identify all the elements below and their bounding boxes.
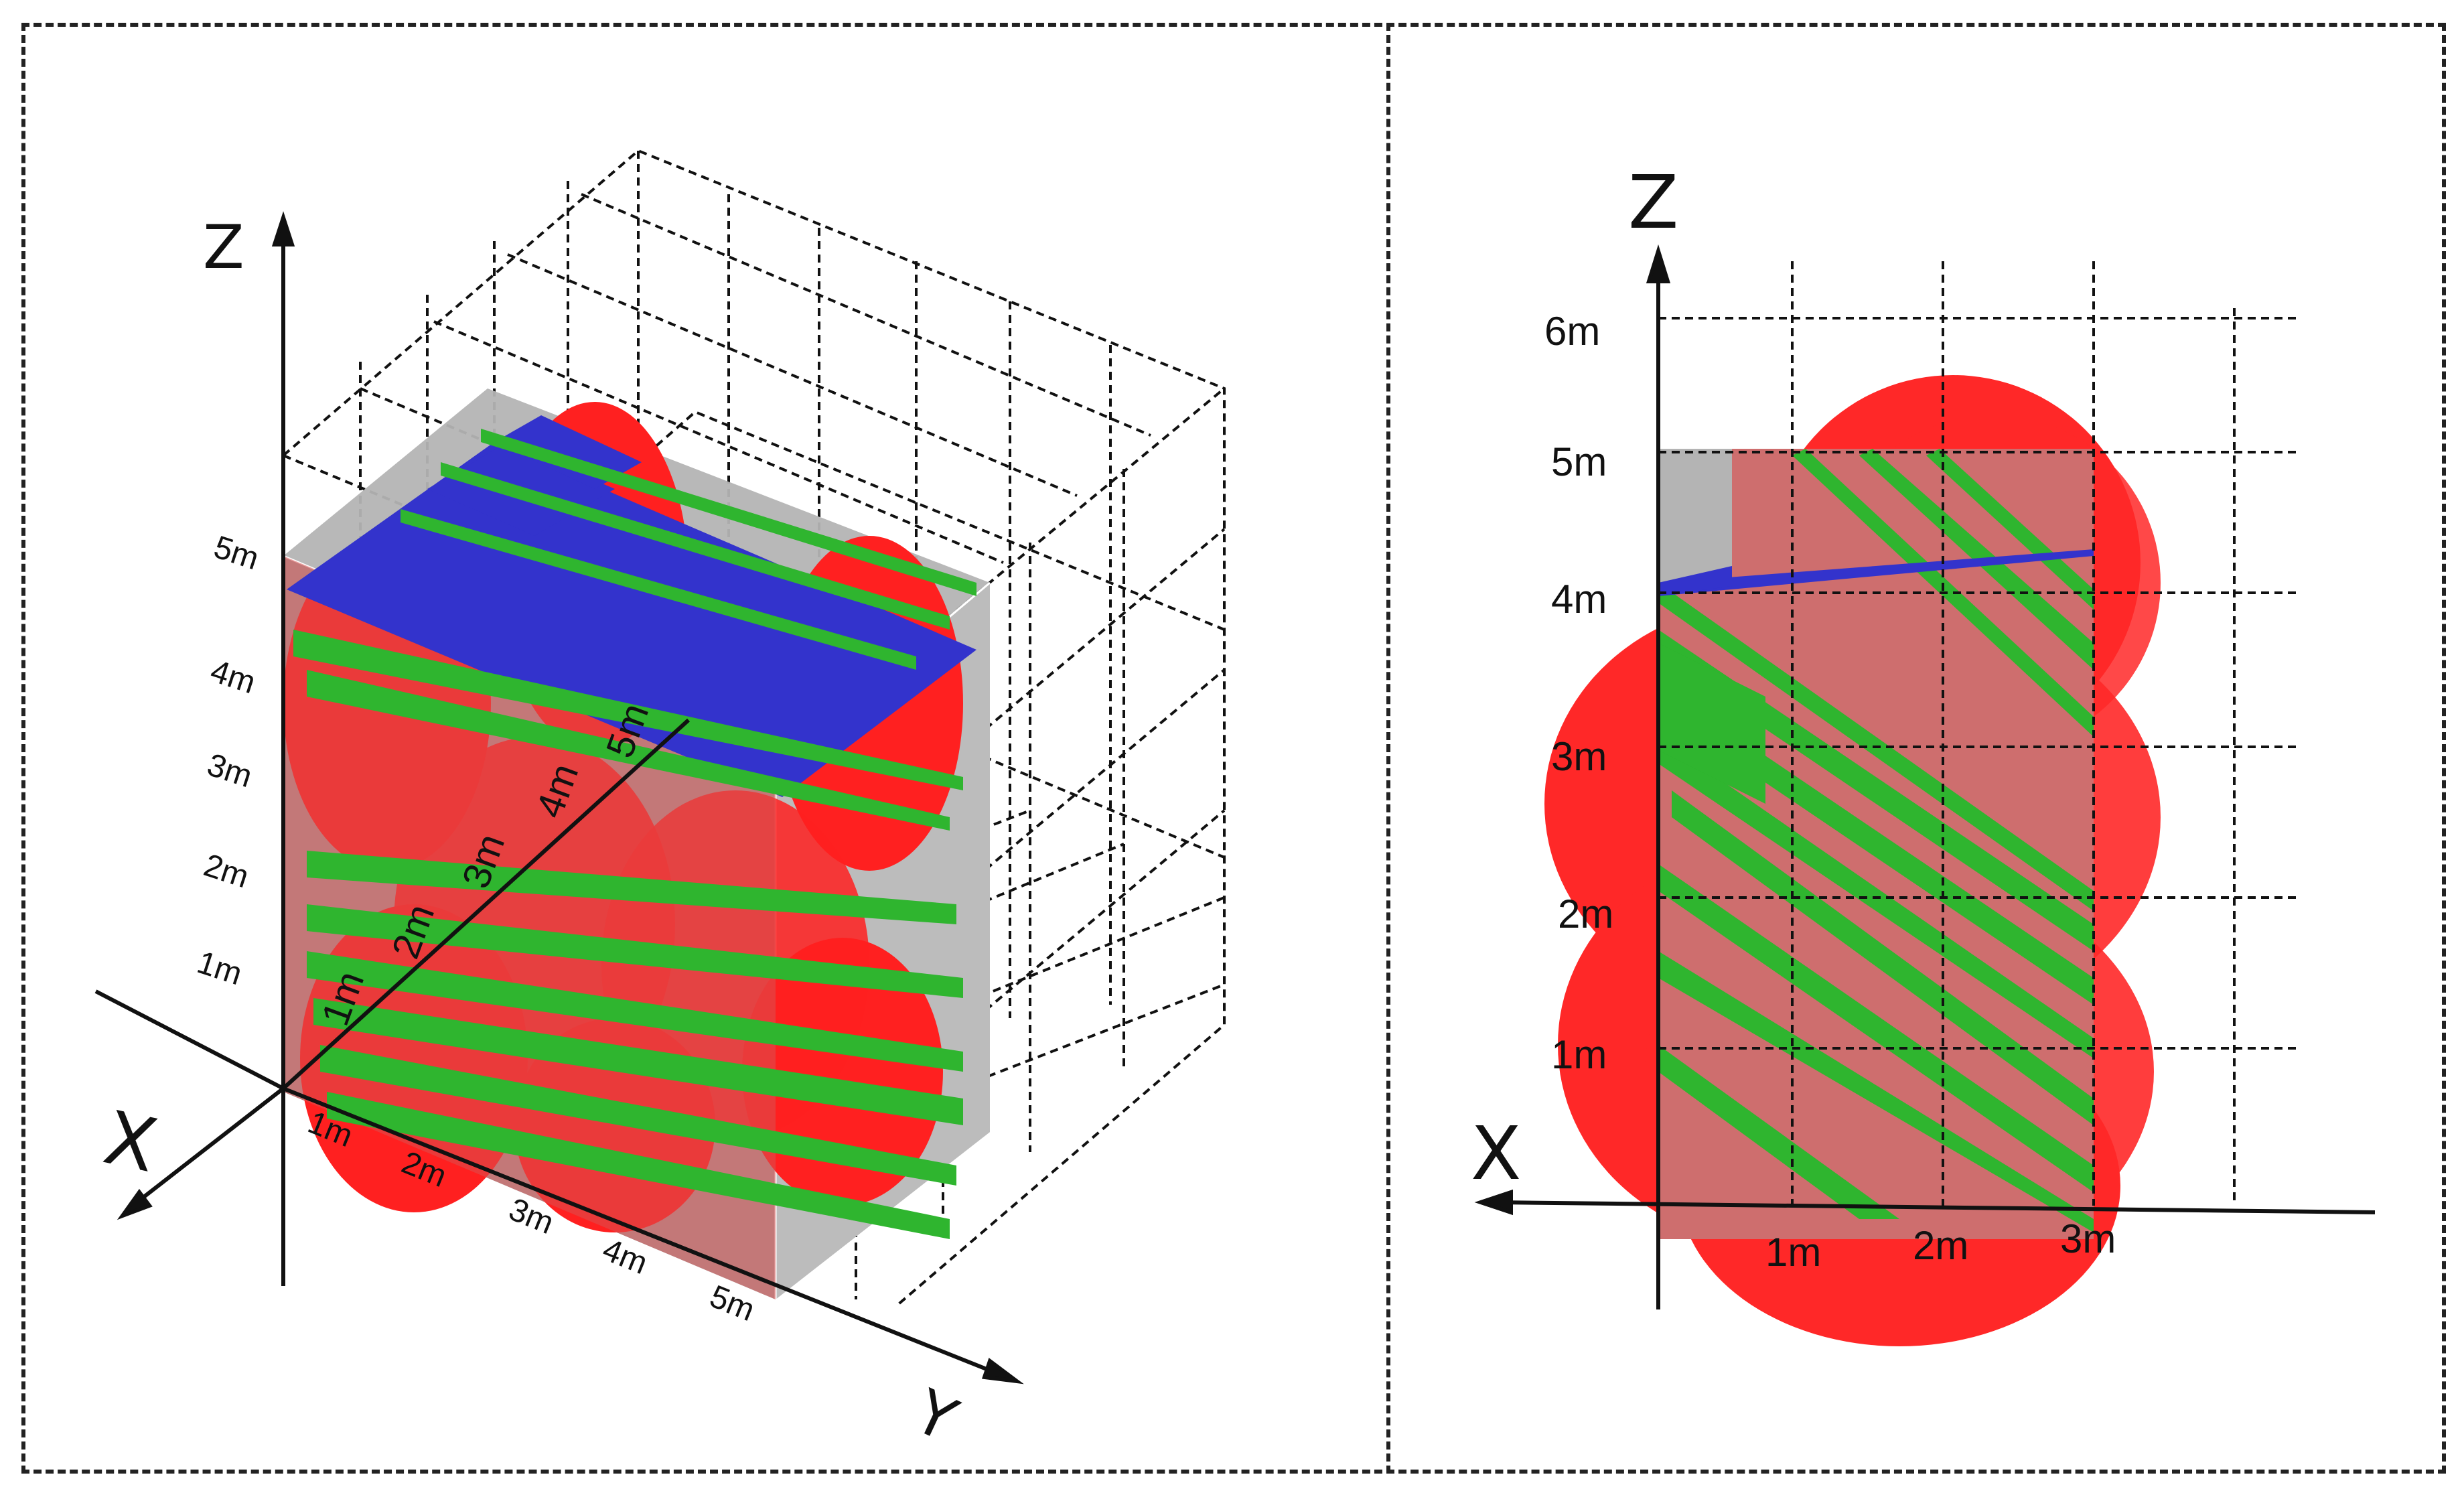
x-tick: 3m	[2060, 1216, 2116, 1261]
z-ticks: 1m 2m 3m 4m 5m	[193, 529, 263, 992]
x-axis-label: X	[97, 1094, 164, 1189]
z-ticks-xz: 1m 2m 3m 4m 5m 6m	[1544, 309, 1613, 1077]
x-tick: 1m	[1765, 1230, 1821, 1275]
z-tick: 2m	[200, 847, 253, 895]
x-ticks-xz: 1m 2m 3m	[1765, 1216, 2116, 1275]
xz-projection-panel: Z X 1m 2m 3m 4m 5m 6m 1m 2m 3m	[1386, 23, 2446, 1474]
x-axis-label-xz: X	[1471, 1111, 1521, 1196]
z-axis-label-xz: Z	[1628, 159, 1678, 245]
green-planes	[293, 429, 976, 1239]
z-tick: 6m	[1544, 309, 1600, 354]
isometric-view-panel: Z Y X 1m 2m 3m 4m 5m 1m 2m 3m 4m 5m 1m 2…	[21, 23, 1394, 1474]
box-xz-corner	[1658, 449, 1732, 583]
x-tick: 2m	[1913, 1223, 1968, 1268]
xz-scene: Z X 1m 2m 3m 4m 5m 6m 1m 2m 3m	[1471, 159, 2376, 1346]
axes-xz	[1474, 244, 2376, 1309]
z-tick: 1m	[1551, 1032, 1607, 1077]
blue-plane-xz-end	[1658, 566, 1732, 596]
z-tick: 3m	[1551, 734, 1607, 779]
z-tick: 5m	[210, 529, 263, 577]
z-tick: 4m	[206, 653, 260, 701]
z-tick: 3m	[203, 747, 257, 794]
z-tick: 4m	[1551, 577, 1607, 622]
y-axis-label: Y	[903, 1376, 968, 1456]
z-axis-label: Z	[203, 212, 244, 283]
z-tick: 1m	[193, 944, 246, 992]
blue-plane-xz	[1658, 549, 2094, 596]
z-tick: 2m	[1558, 892, 1613, 936]
z-tick: 5m	[1551, 439, 1607, 484]
axes	[94, 211, 1024, 1384]
grid-xz	[1658, 261, 2301, 1206]
isometric-scene: Z Y X 1m 2m 3m 4m 5m 1m 2m 3m 4m 5m 1m 2…	[94, 149, 1226, 1456]
